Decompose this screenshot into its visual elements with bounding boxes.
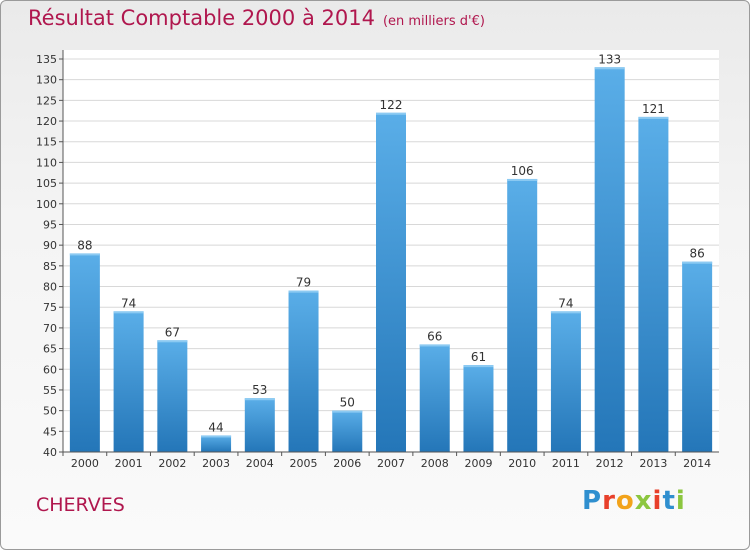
bar-2003 [201, 435, 232, 452]
y-tick-label: 130 [36, 74, 57, 87]
bar-2002 [157, 340, 188, 452]
data-label: 122 [380, 98, 403, 112]
y-tick-labels: 40 45 50 55 60 65 70 75 80 85 90 95 100 105 110 115 120 1… [36, 53, 57, 459]
bar-top-highlight [69, 253, 100, 256]
bar-2005 [288, 290, 319, 452]
chart-title-text: Résultat Comptable 2000 à 2014 [28, 6, 375, 30]
bar-2013 [638, 116, 669, 453]
bar-2008 [419, 344, 450, 452]
bar-2010 [507, 178, 538, 452]
bar-chart: 40 45 50 55 60 65 70 75 80 85 90 95 100 105 110 115 120 1… [36, 50, 719, 470]
data-label: 79 [296, 276, 311, 290]
data-label: 133 [598, 52, 621, 66]
y-tick-label: 40 [43, 446, 57, 459]
bar-top-highlight [594, 67, 625, 70]
y-tick-label: 85 [43, 260, 57, 273]
y-tick-label: 45 [43, 425, 57, 438]
bar-2000 [69, 253, 100, 452]
x-tick-label: 2008 [421, 457, 449, 470]
proxiti-logo: Proxiti [582, 486, 686, 516]
bar-top-highlight [157, 340, 188, 343]
data-label: 88 [77, 238, 92, 252]
y-tick-label: 90 [43, 239, 57, 252]
bar-top-highlight [376, 112, 406, 115]
bar-top-highlight [419, 344, 450, 347]
y-tick-label: 125 [36, 94, 57, 107]
x-tick-label: 2010 [508, 457, 536, 470]
y-tick-label: 70 [43, 322, 57, 335]
bar-top-highlight [682, 261, 713, 264]
x-tick-label: 2000 [71, 457, 99, 470]
data-labels: 88 74 67 44 53 79 50 122 66 61 106 74 133 121 86 [77, 52, 705, 434]
data-label: 66 [427, 329, 442, 343]
x-tick-label: 2013 [639, 457, 667, 470]
bar-2004 [244, 398, 275, 452]
data-label: 67 [165, 325, 180, 339]
data-label: 86 [689, 247, 704, 261]
x-tick-label: 2001 [115, 457, 143, 470]
y-tick-label: 115 [36, 136, 57, 149]
y-tick-label: 75 [43, 301, 57, 314]
data-label: 106 [511, 164, 534, 178]
y-tick-label: 65 [43, 343, 57, 356]
x-tick-label: 2012 [596, 457, 624, 470]
x-tick-label: 2003 [202, 457, 230, 470]
bar-top-highlight [288, 290, 319, 293]
commune-name: CHERVES [36, 494, 125, 516]
logo-letter: P [582, 486, 603, 516]
bar-top-highlight [463, 365, 494, 368]
chart-title: Résultat Comptable 2000 à 2014 (en millie… [28, 6, 485, 30]
y-tick-label: 95 [43, 218, 57, 231]
bar-2012 [594, 67, 625, 452]
logo-letter: o [615, 486, 635, 516]
bar-top-highlight [638, 116, 669, 119]
bar-top-highlight [201, 435, 232, 438]
logo-letter: r [602, 486, 616, 516]
bar-2007 [376, 112, 406, 453]
data-label: 74 [121, 296, 136, 310]
data-label: 44 [208, 420, 223, 434]
data-label: 74 [558, 296, 573, 310]
x-tick-label: 2005 [290, 457, 318, 470]
x-tick-label: 2009 [464, 457, 492, 470]
x-tick-label: 2014 [683, 457, 711, 470]
y-tick-label: 80 [43, 281, 57, 294]
y-tick-label: 135 [36, 53, 57, 66]
x-tick-label: 2006 [333, 457, 361, 470]
bar-top-highlight [550, 311, 581, 314]
bar-2011 [550, 311, 581, 452]
y-tick-label: 55 [43, 384, 57, 397]
x-tick-label: 2011 [552, 457, 580, 470]
bar-2014 [682, 261, 713, 452]
bar-top-highlight [244, 398, 275, 401]
data-label: 61 [471, 350, 486, 364]
x-tick-label: 2004 [246, 457, 274, 470]
logo-letter: i [652, 486, 663, 516]
bar-top-highlight [332, 410, 363, 413]
y-tick-label: 60 [43, 363, 57, 376]
x-tick-label: 2002 [158, 457, 186, 470]
chart-unit: (en milliers d'€) [382, 14, 485, 29]
data-label: 50 [340, 396, 355, 410]
bar-top-highlight [507, 178, 538, 181]
x-tick-labels: 2000 2001 2002 2003 2004 2005 2006 2007 2008 2009… [62, 452, 711, 470]
x-tick-label: 2007 [377, 457, 405, 470]
y-tick-label: 50 [43, 405, 57, 418]
y-tick-label: 100 [36, 198, 57, 211]
logo-letter: t [662, 486, 676, 516]
data-label: 53 [252, 383, 267, 397]
bar-top-highlight [113, 311, 144, 314]
y-tick-label: 105 [36, 177, 57, 190]
logo-letter: x [634, 486, 653, 516]
bar-2006 [332, 410, 363, 452]
data-label: 121 [642, 102, 665, 116]
y-tick-label: 120 [36, 115, 57, 128]
bar-2009 [463, 365, 494, 452]
y-tick-label: 110 [36, 156, 57, 169]
bars [69, 67, 713, 453]
logo-letter: i [675, 486, 686, 516]
bar-2001 [113, 311, 144, 452]
